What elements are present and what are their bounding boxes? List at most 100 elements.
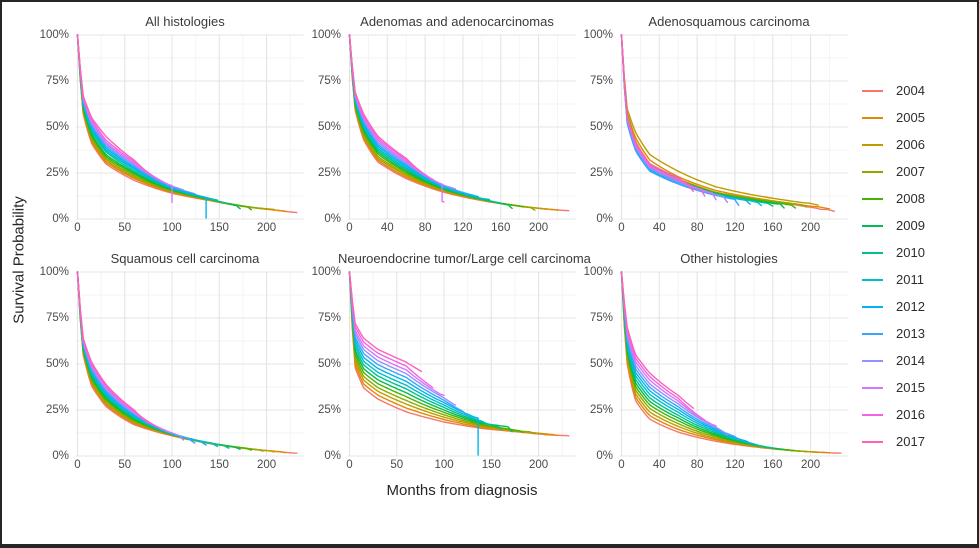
legend-key-line: [862, 251, 883, 254]
y-tick-labels: 100% 75% 50% 25% 0%: [576, 266, 620, 482]
legend-key-line: [862, 440, 883, 443]
y-tick-label: 50%: [589, 121, 613, 133]
legend-key-line: [862, 413, 883, 416]
survival-curve-2016: [76, 271, 162, 430]
legend-item: 2008: [862, 190, 975, 208]
legend-key-line: [862, 332, 883, 335]
survival-curve-2009: [76, 271, 241, 450]
x-tick-labels: 0 50 100 150 200: [346, 459, 576, 475]
legend-key-line: [862, 305, 883, 308]
x-tick-label: 80: [418, 222, 432, 234]
plot-area: 0 50 100 150 200: [346, 269, 576, 482]
x-tick-label: 200: [528, 459, 549, 471]
x-tick-label: 200: [256, 222, 277, 234]
x-tick-labels: 0 50 100 150 200: [74, 222, 304, 238]
y-axis-label: Survival Probability: [10, 196, 28, 324]
y-tick-label: 0%: [324, 213, 341, 225]
legend-item: 2013: [862, 325, 975, 343]
survival-curve-2014: [620, 271, 729, 436]
y-tick-label: 0%: [596, 213, 613, 225]
legend-item-label: 2008: [896, 191, 925, 206]
survival-curve-2011: [620, 271, 763, 447]
x-tick-label: 160: [763, 459, 783, 471]
y-tick-label: 25%: [317, 404, 341, 416]
panel-all-histologies: All histologies 100% 75% 50% 25% 0% 0 50 100 15…: [32, 8, 304, 245]
y-tick-label: 100%: [583, 29, 613, 41]
y-tick-label: 25%: [45, 404, 69, 416]
legend-item-label: 2013: [896, 326, 925, 341]
x-tick-labels: 0 40 80 120 160 200: [618, 459, 848, 475]
survival-curve-2016: [620, 34, 706, 197]
survival-curve-2012: [76, 34, 207, 219]
legend-item-label: 2007: [896, 164, 925, 179]
x-axis-label: Months from diagnosis: [386, 482, 538, 499]
legend-item: 2017: [862, 433, 975, 451]
panel-other-histologies: Other histologies 100% 75% 50% 25% 0% 0 40 80 1…: [576, 245, 848, 482]
legend-item: 2007: [862, 163, 975, 181]
legend-key-line: [862, 278, 883, 281]
survival-curve-2017: [620, 34, 694, 193]
survival-curve-2004: [76, 34, 298, 214]
survival-curve-2012: [620, 271, 751, 444]
legend-key-line: [862, 386, 883, 389]
x-tick-label: 80: [690, 222, 704, 234]
survival-curve-2004: [620, 271, 842, 454]
x-tick-label: 0: [74, 222, 81, 234]
legend-item-label: 2017: [896, 434, 925, 449]
x-tick-label: 80: [690, 459, 704, 471]
panel-title: Neuroendocrine tumor/Large cell carcinom…: [338, 251, 591, 266]
y-tick-label: 50%: [589, 358, 613, 370]
panel-neuroendocrine: Neuroendocrine tumor/Large cell carcinom…: [304, 245, 591, 482]
x-tick-label: 120: [725, 459, 745, 471]
x-tick-label: 120: [453, 222, 473, 234]
panel-adenosquamous: Adenosquamous carcinoma 100% 75% 50% 25% 0% …: [576, 8, 848, 245]
survival-plot: [620, 271, 848, 457]
survival-curve-2005: [620, 271, 831, 454]
survival-curve-2004: [620, 34, 835, 212]
y-tick-label: 25%: [589, 404, 613, 416]
y-tick-label: 100%: [583, 266, 613, 278]
survival-curve-2006: [76, 34, 275, 211]
y-tick-label: 75%: [589, 75, 613, 87]
x-tick-labels: 0 40 80 120 160 200: [618, 222, 848, 238]
panel-adenomas: Adenomas and adenocarcinomas 100% 75% 50% 2…: [304, 8, 576, 245]
x-tick-label: 50: [390, 459, 404, 471]
legend-item-label: 2010: [896, 245, 925, 260]
survival-curve-2014: [348, 271, 457, 406]
y-tick-labels: 100% 75% 50% 25% 0%: [32, 29, 76, 245]
legend-item-label: 2014: [896, 353, 925, 368]
y-tick-label: 75%: [45, 75, 69, 87]
legend-item: 2011: [862, 271, 975, 289]
survival-curve-2004: [76, 271, 298, 454]
y-tick-labels: 100% 75% 50% 25% 0%: [304, 29, 348, 245]
survival-plot: [76, 34, 304, 220]
legend-item-label: 2016: [896, 407, 925, 422]
survival-curve-2017: [348, 34, 422, 173]
survival-curve-2007: [76, 271, 264, 452]
legend-item-label: 2009: [896, 218, 925, 233]
legend-key-line: [862, 197, 883, 200]
y-tick-label: 50%: [45, 358, 69, 370]
x-tick-label: 40: [652, 459, 666, 471]
panel-squamous: Squamous cell carcinoma 100% 75% 50% 25% 0% …: [32, 245, 304, 482]
x-tick-label: 0: [346, 459, 353, 471]
survival-curve-2006: [620, 271, 819, 453]
survival-curve-2006: [620, 34, 819, 206]
survival-curve-2005: [76, 34, 287, 212]
y-tick-label: 75%: [317, 312, 341, 324]
survival-plot: [76, 271, 304, 457]
survival-curve-2017: [76, 34, 150, 175]
panels-area: All histologies 100% 75% 50% 25% 0% 0 50 100 15…: [32, 8, 848, 544]
x-tick-label: 40: [652, 222, 666, 234]
y-axis-label-strip: Survival Probability: [6, 8, 32, 544]
survival-curve-2012: [348, 271, 479, 456]
x-tick-label: 200: [800, 459, 821, 471]
survival-curve-2017: [620, 271, 694, 409]
x-tick-labels: 0 50 100 150 200: [74, 459, 304, 475]
survival-curve-2013: [348, 271, 468, 416]
y-tick-label: 100%: [39, 266, 69, 278]
plot-area: 0 40 80 120 160 200: [346, 32, 576, 245]
x-tick-label: 0: [346, 222, 353, 234]
panels-grid: All histologies 100% 75% 50% 25% 0% 0 50 100 15…: [32, 8, 848, 482]
